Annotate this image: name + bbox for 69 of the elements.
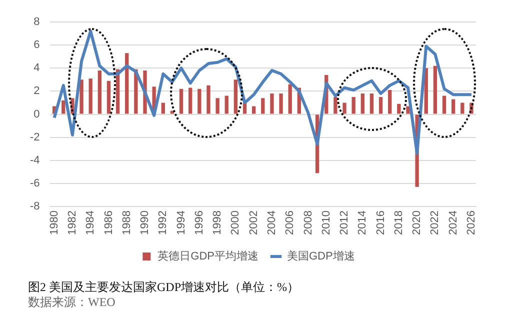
x-tick-label: 2010 [320,210,332,236]
bar [397,104,401,114]
x-tick-label: 2022 [429,210,442,236]
x-tick-label: 2024 [447,210,460,236]
bar [88,78,92,114]
x-tick-label: 2018 [392,210,405,236]
x-tick-label: 1996 [193,210,206,236]
y-tick-label: -2 [30,131,40,144]
bar [352,96,356,114]
bar [442,96,446,114]
source-note: 数据来源：WEO [28,295,116,310]
bar [288,84,292,114]
x-tick-label: 2006 [284,210,296,236]
x-tick-label: 2026 [465,210,478,236]
x-tick-label: 1988 [120,210,133,236]
bar [388,90,392,114]
bar [106,80,111,114]
bar [261,98,265,114]
y-tick-label: 2 [34,85,40,98]
bar [161,102,165,114]
bar [342,102,346,114]
bar [206,85,210,114]
x-tick-label: 1990 [139,210,152,236]
y-tick-label: 0 [34,108,40,120]
bar [188,88,192,114]
x-tick-label: 2014 [356,210,369,236]
y-tick-label: 8 [34,16,40,28]
bar [252,106,256,114]
y-tick-label: -4 [30,154,40,166]
x-tick-label: 1986 [102,210,115,236]
x-tick-label: 2002 [248,210,260,236]
bar [216,98,220,114]
bar [378,96,383,114]
bar [460,102,464,114]
x-tick-label: 2008 [302,210,314,236]
x-tick-label: 1998 [212,210,224,236]
x-tick-label: 1984 [84,210,97,236]
x-tick-label: 2000 [230,210,242,236]
legend-label: 美国GDP增速 [287,250,355,263]
bar [279,94,283,114]
bar [270,94,274,114]
bar [334,96,338,114]
x-tick-label: 1994 [175,210,188,236]
bar [125,53,129,114]
x-tick-label: 1992 [157,210,170,236]
x-tick-label: 1982 [66,210,78,236]
bar [62,100,66,114]
y-tick-label: -8 [30,200,40,213]
bar [234,80,238,114]
bar [198,88,202,114]
bar [224,96,228,114]
legend-label: 英德日GDP平均增速 [158,250,259,263]
x-tick-label: 2012 [338,210,351,236]
bar [98,70,102,114]
x-tick-label: 2004 [266,210,278,236]
bar [451,99,456,114]
y-tick-label: 4 [34,62,40,74]
bar [80,80,84,114]
x-tick-label: 2020 [411,210,424,236]
y-tick-label: -6 [30,177,40,190]
y-tick-label: 6 [34,39,40,52]
bar [433,66,438,114]
bar [360,94,364,114]
bar [179,88,184,114]
x-tick-label: 2016 [374,210,387,236]
bar [424,68,428,114]
text: 图2 美国及主要发达国家GDP增速对比（单位：%） [28,280,300,295]
bar [370,94,374,114]
x-tick-label: 1980 [48,210,60,236]
